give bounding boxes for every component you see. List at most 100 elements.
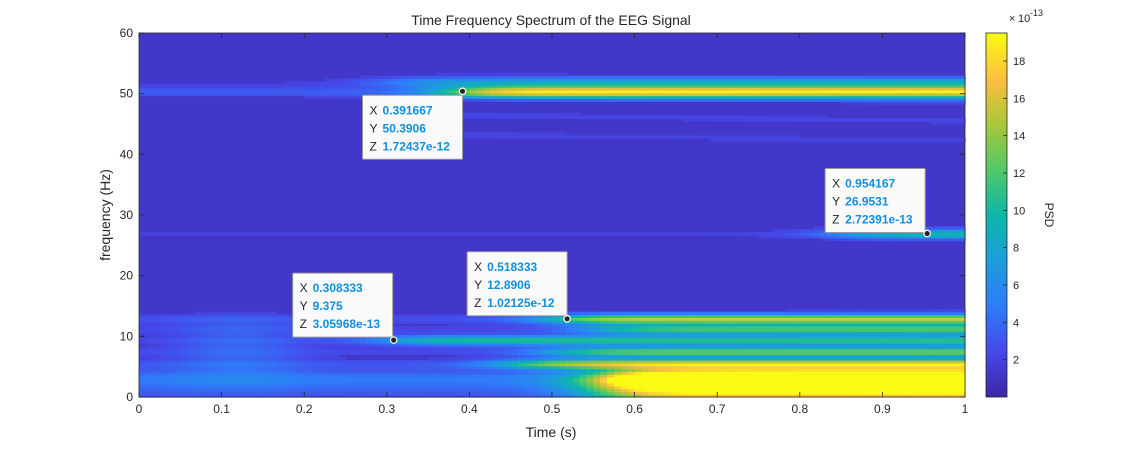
heatmap-cell bbox=[697, 76, 704, 79]
heatmap-cell bbox=[759, 135, 766, 138]
heatmap-cell bbox=[814, 309, 821, 312]
heatmap-cell bbox=[201, 312, 208, 315]
heatmap-cell bbox=[807, 76, 814, 79]
heatmap-cell bbox=[511, 232, 518, 235]
heatmap-cell bbox=[586, 312, 593, 315]
heatmap-cell bbox=[724, 312, 731, 315]
heatmap-cell bbox=[139, 232, 146, 235]
x-tick-label: 0.4 bbox=[461, 402, 478, 416]
heatmap-cell bbox=[779, 76, 786, 79]
heatmap-cell bbox=[497, 73, 504, 76]
heatmap-cell bbox=[786, 115, 793, 118]
heatmap-cell bbox=[752, 232, 759, 235]
heatmap-cell bbox=[628, 232, 635, 235]
heatmap-cell bbox=[848, 138, 855, 141]
heatmap-cell bbox=[958, 138, 965, 141]
heatmap-cell bbox=[538, 133, 545, 136]
heatmap-cell bbox=[476, 133, 483, 136]
heatmap-cell bbox=[600, 135, 607, 138]
heatmap-cell bbox=[882, 76, 889, 79]
heatmap-cell bbox=[910, 309, 917, 312]
heatmap-cell bbox=[222, 232, 229, 235]
heatmap-cell bbox=[256, 312, 263, 315]
heatmap-cell bbox=[208, 312, 215, 315]
heatmap-cell bbox=[703, 135, 710, 138]
heatmap-cell bbox=[855, 76, 862, 79]
heatmap-cell bbox=[359, 360, 366, 363]
heatmap-cell bbox=[180, 232, 187, 235]
heatmap-cell bbox=[531, 73, 538, 76]
heatmap-cell bbox=[738, 135, 745, 138]
heatmap-cell bbox=[917, 118, 924, 121]
heatmap-cell bbox=[903, 309, 910, 312]
heatmap-cell bbox=[339, 79, 346, 82]
heatmap-cell bbox=[697, 312, 704, 315]
heatmap-cell bbox=[614, 76, 621, 79]
heatmap-cell bbox=[745, 312, 752, 315]
heatmap-cell bbox=[593, 135, 600, 138]
heatmap-cell bbox=[524, 73, 531, 76]
heatmap-cell bbox=[937, 226, 944, 229]
heatmap-cell bbox=[531, 133, 538, 136]
heatmap-cell bbox=[160, 315, 167, 318]
heatmap-cell bbox=[139, 337, 146, 340]
heatmap-cell bbox=[346, 232, 353, 235]
heatmap-cell bbox=[580, 135, 587, 138]
heatmap-cell bbox=[325, 79, 332, 82]
heatmap-cell bbox=[380, 232, 387, 235]
heatmap-cell bbox=[359, 232, 366, 235]
heatmap-cell bbox=[559, 113, 566, 116]
heatmap-cell bbox=[820, 115, 827, 118]
heatmap-cell bbox=[752, 135, 759, 138]
heatmap-cell bbox=[421, 360, 428, 363]
heatmap-cell bbox=[428, 326, 435, 329]
heatmap-cell bbox=[724, 76, 731, 79]
heatmap-cell bbox=[731, 76, 738, 79]
heatmap-cell bbox=[710, 76, 717, 79]
heatmap-cell bbox=[366, 232, 373, 235]
heatmap-cell bbox=[662, 76, 669, 79]
heatmap-cell bbox=[586, 76, 593, 79]
heatmap-cell bbox=[504, 73, 511, 76]
heatmap-cell bbox=[827, 76, 834, 79]
heatmap-cell bbox=[690, 115, 697, 118]
heatmap-cell bbox=[531, 232, 538, 235]
heatmap-cell bbox=[841, 138, 848, 141]
heatmap-cell bbox=[731, 312, 738, 315]
heatmap-cell bbox=[228, 312, 235, 315]
heatmap-cell bbox=[703, 76, 710, 79]
heatmap-cell bbox=[738, 115, 745, 118]
heatmap-cell bbox=[545, 113, 552, 116]
heatmap-cell bbox=[222, 312, 229, 315]
heatmap-cell bbox=[827, 118, 834, 121]
heatmap-cell bbox=[607, 76, 614, 79]
heatmap-cell bbox=[614, 312, 621, 315]
heatmap-cell bbox=[869, 118, 876, 121]
heatmap-cell bbox=[600, 232, 607, 235]
heatmap-cell bbox=[270, 84, 277, 87]
heatmap-cell bbox=[545, 232, 552, 235]
heatmap-cell bbox=[628, 312, 635, 315]
heatmap-cell bbox=[249, 312, 256, 315]
heatmap-cell bbox=[600, 312, 607, 315]
heatmap-cell bbox=[862, 118, 869, 121]
heatmap-cell bbox=[387, 232, 394, 235]
heatmap-cell bbox=[655, 135, 662, 138]
heatmap-cell bbox=[820, 309, 827, 312]
heatmap-cell bbox=[290, 81, 297, 84]
heatmap-cell bbox=[394, 326, 401, 329]
heatmap-cell bbox=[194, 84, 201, 87]
heatmap-cell bbox=[731, 115, 738, 118]
heatmap-cell bbox=[786, 309, 793, 312]
heatmap-cell bbox=[490, 113, 497, 116]
heatmap-cell bbox=[841, 76, 848, 79]
heatmap-cell bbox=[641, 232, 648, 235]
heatmap-cell bbox=[648, 312, 655, 315]
heatmap-cell bbox=[476, 113, 483, 116]
heatmap-cell bbox=[834, 76, 841, 79]
heatmap-cell bbox=[910, 118, 917, 121]
heatmap-cell bbox=[270, 312, 277, 315]
heatmap-cell bbox=[580, 312, 587, 315]
heatmap-cell bbox=[807, 229, 814, 232]
heatmap-cell bbox=[201, 232, 208, 235]
